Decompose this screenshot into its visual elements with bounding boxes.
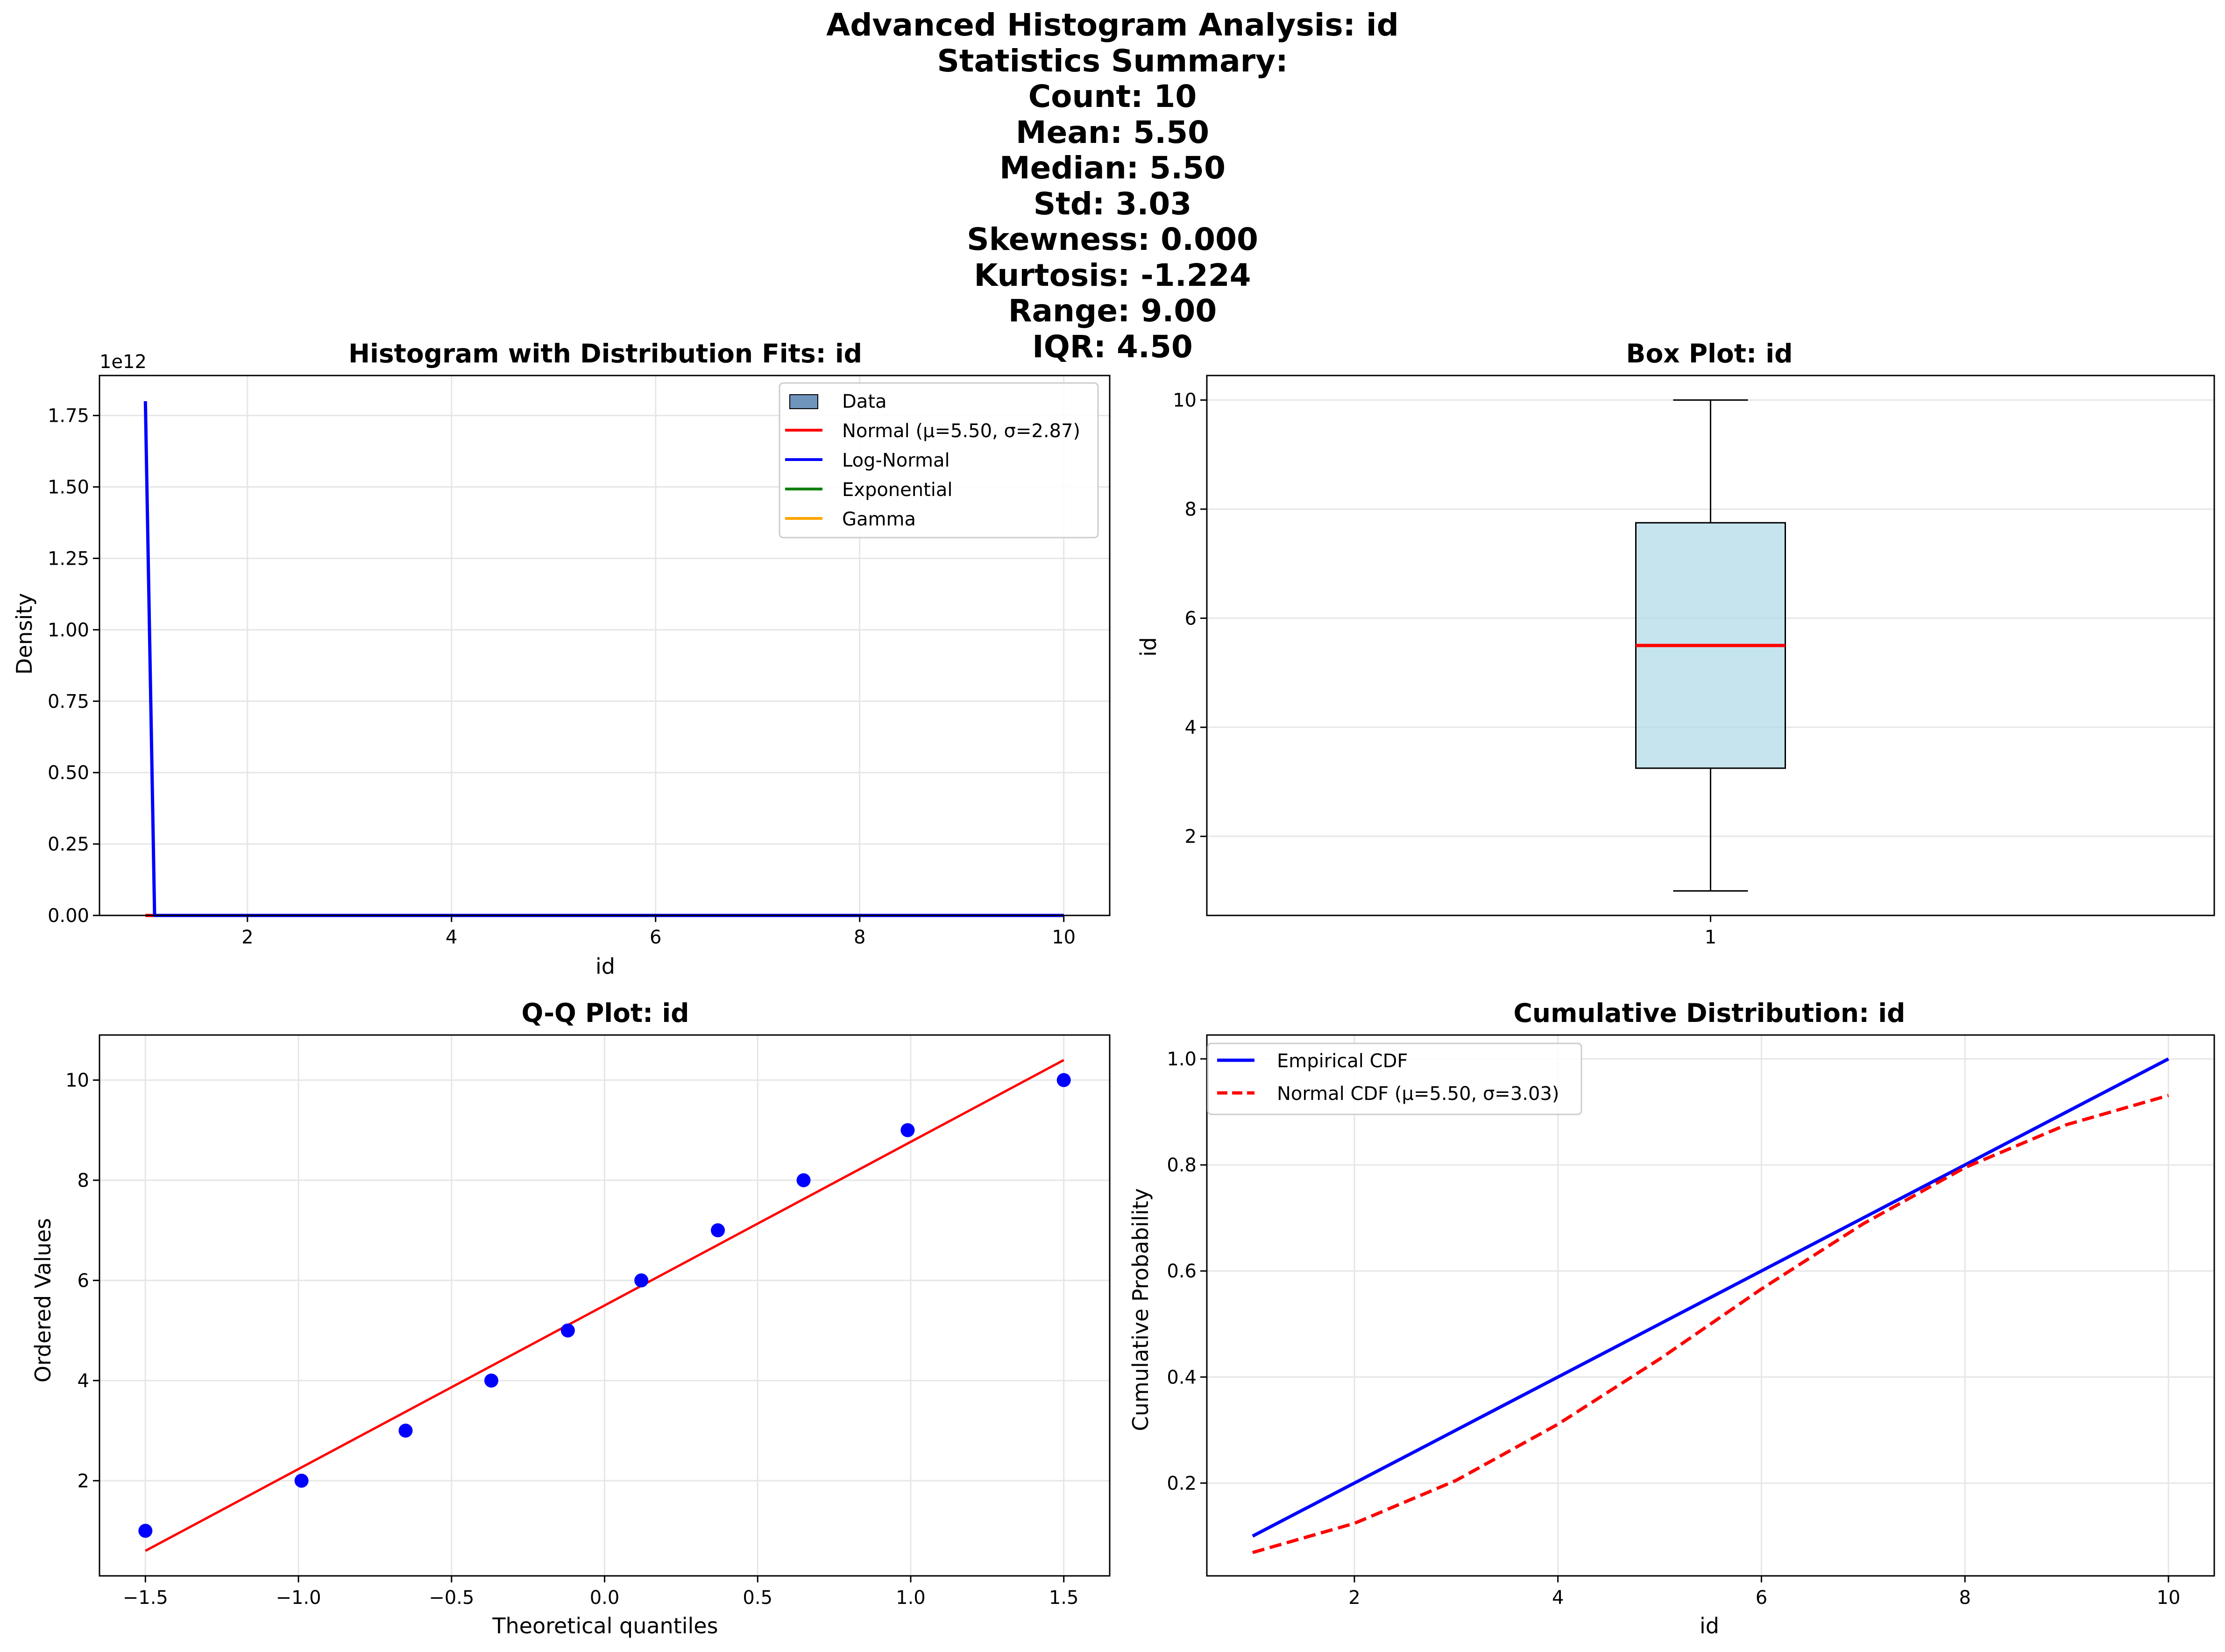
legend-label: Normal (μ=5.50, σ=2.87) bbox=[842, 420, 1080, 442]
series-line-ncdf bbox=[1252, 1094, 2169, 1554]
qq-point bbox=[1056, 1073, 1071, 1087]
suptitle-line: Median: 5.50 bbox=[999, 150, 1226, 186]
y-tick-label: 1.0 bbox=[1167, 1049, 1197, 1070]
y-tick-label: 0.00 bbox=[48, 905, 89, 927]
suptitle-line: Statistics Summary: bbox=[937, 43, 1288, 79]
histogram-ylabel: Density bbox=[12, 593, 37, 675]
legend-label: Log-Normal bbox=[842, 450, 950, 471]
suptitle-line: Std: 3.03 bbox=[1034, 186, 1192, 222]
y-tick-label: 1.50 bbox=[48, 477, 89, 498]
cdf-legend: Empirical CDF Normal CDF (μ=5.50, σ=3.03… bbox=[1207, 1042, 1582, 1115]
x-tick-label: 1.5 bbox=[1049, 1587, 1079, 1609]
x-tick-label: 1 bbox=[1705, 927, 1716, 948]
qq-point bbox=[900, 1123, 915, 1137]
y-tick-label: 10 bbox=[65, 1070, 89, 1092]
suptitle-line: Skewness: 0.000 bbox=[967, 221, 1258, 257]
y-tick-label: 1.75 bbox=[48, 405, 89, 427]
legend-label: Empirical CDF bbox=[1277, 1050, 1408, 1072]
y-tick-label: 2 bbox=[1185, 826, 1197, 848]
y-tick-label: 6 bbox=[1185, 608, 1197, 630]
cdf-axes-frame bbox=[1206, 1034, 2215, 1577]
x-tick-label: 2 bbox=[1348, 1587, 1360, 1609]
y-tick-label: 1.00 bbox=[48, 619, 89, 641]
histogram-legend: Data Normal (μ=5.50, σ=2.87) Log-Normal … bbox=[779, 382, 1099, 539]
x-tick-label: 6 bbox=[1756, 1587, 1767, 1609]
qq-point bbox=[560, 1323, 575, 1338]
x-tick-label: 2 bbox=[241, 927, 253, 948]
x-tick-label: −0.5 bbox=[429, 1587, 474, 1609]
legend-frame bbox=[1207, 1042, 1582, 1115]
x-tick-label: 0.0 bbox=[590, 1587, 620, 1609]
qq-point bbox=[796, 1173, 811, 1187]
histogram-panel: 2 4 6 8 10 0.00 0.25 0.50 0.75 1.00 1.25 1.50 1.75 H… bbox=[12, 339, 1111, 979]
y-tick-label: 0.2 bbox=[1167, 1473, 1197, 1494]
x-tick-label: 1.0 bbox=[896, 1587, 926, 1609]
y-tick-label: 0.75 bbox=[48, 691, 89, 712]
qq-point bbox=[484, 1373, 498, 1388]
boxplot-ylabel: id bbox=[1136, 637, 1161, 657]
y-tick-label: 8 bbox=[78, 1170, 89, 1191]
cdf-title: Cumulative Distribution: id bbox=[1514, 998, 1906, 1028]
qq-point bbox=[398, 1424, 413, 1438]
boxplot-panel: 2 4 6 8 10 1 Box Plot: id id bbox=[1136, 339, 2215, 948]
qq-plot-panel: −1.5 −1.0 −0.5 0.0 0.5 1.0 1.5 2 4 6 8 10 Q-Q Plot:… bbox=[30, 998, 1111, 1638]
qq-point bbox=[634, 1273, 649, 1288]
legend-label: Normal CDF (μ=5.50, σ=3.03) bbox=[1277, 1083, 1559, 1105]
figure-suptitle: Advanced Histogram Analysis: id Statisti… bbox=[826, 7, 1399, 365]
x-tick-label: −1.0 bbox=[276, 1587, 321, 1609]
suptitle-line: Count: 10 bbox=[1028, 78, 1197, 114]
histogram-xlabel: id bbox=[595, 954, 615, 979]
suptitle-line: Range: 9.00 bbox=[1008, 293, 1217, 329]
suptitle-line: IQR: 4.50 bbox=[1032, 329, 1193, 365]
suptitle-line: Advanced Histogram Analysis: id bbox=[826, 7, 1399, 43]
suptitle-line: Mean: 5.50 bbox=[1016, 114, 1209, 150]
y-tick-label: 1.25 bbox=[48, 548, 89, 569]
legend-swatch-data bbox=[789, 394, 818, 409]
legend-frame bbox=[779, 382, 1099, 539]
suptitle-line: Kurtosis: -1.224 bbox=[974, 257, 1251, 293]
x-tick-label: 8 bbox=[1959, 1587, 1970, 1609]
y-tick-label: 8 bbox=[1185, 499, 1197, 520]
qq-point bbox=[294, 1474, 309, 1488]
cdf-panel: 2 4 6 8 10 0.2 0.4 0.6 0.8 1.0 Cumulative Distrib… bbox=[1128, 998, 2215, 1638]
x-tick-label: 6 bbox=[650, 927, 661, 948]
y-tick-label: 0.4 bbox=[1167, 1367, 1197, 1388]
x-tick-label: −1.5 bbox=[123, 1587, 168, 1609]
y-tick-label: 4 bbox=[1185, 717, 1197, 738]
x-tick-label: 0.5 bbox=[743, 1587, 772, 1609]
y-tick-label: 0.25 bbox=[48, 834, 89, 855]
qq-title: Q-Q Plot: id bbox=[521, 998, 689, 1028]
x-tick-label: 4 bbox=[1552, 1587, 1564, 1609]
cdf-xlabel: id bbox=[1700, 1613, 1719, 1638]
histogram-offset-text: 1e12 bbox=[99, 351, 147, 373]
x-tick-label: 10 bbox=[1052, 927, 1076, 948]
y-tick-label: 10 bbox=[1173, 390, 1197, 411]
y-tick-label: 2 bbox=[78, 1470, 89, 1492]
x-tick-label: 10 bbox=[2157, 1587, 2181, 1609]
boxplot-title: Box Plot: id bbox=[1626, 339, 1793, 369]
series-line-ecdf bbox=[1252, 1057, 2169, 1538]
y-tick-label: 0.6 bbox=[1167, 1261, 1197, 1282]
y-tick-label: 6 bbox=[78, 1270, 89, 1291]
y-tick-label: 0.50 bbox=[48, 762, 89, 784]
qq-point bbox=[138, 1524, 153, 1538]
y-tick-label: 0.8 bbox=[1167, 1155, 1197, 1176]
x-tick-label: 8 bbox=[854, 927, 865, 948]
legend-label: Gamma bbox=[842, 509, 916, 530]
legend-label: Exponential bbox=[842, 479, 953, 501]
histogram-axes-frame bbox=[99, 375, 1111, 916]
qq-fit-line bbox=[145, 1059, 1064, 1552]
y-tick-label: 4 bbox=[78, 1370, 89, 1392]
histogram-title: Histogram with Distribution Fits: id bbox=[348, 339, 862, 369]
cdf-ylabel: Cumulative Probability bbox=[1128, 1188, 1153, 1431]
qq-xlabel: Theoretical quantiles bbox=[492, 1613, 718, 1638]
qq-ylabel: Ordered Values bbox=[30, 1218, 56, 1383]
legend-label: Data bbox=[842, 391, 887, 412]
x-tick-label: 4 bbox=[446, 927, 457, 948]
qq-point bbox=[711, 1223, 725, 1238]
